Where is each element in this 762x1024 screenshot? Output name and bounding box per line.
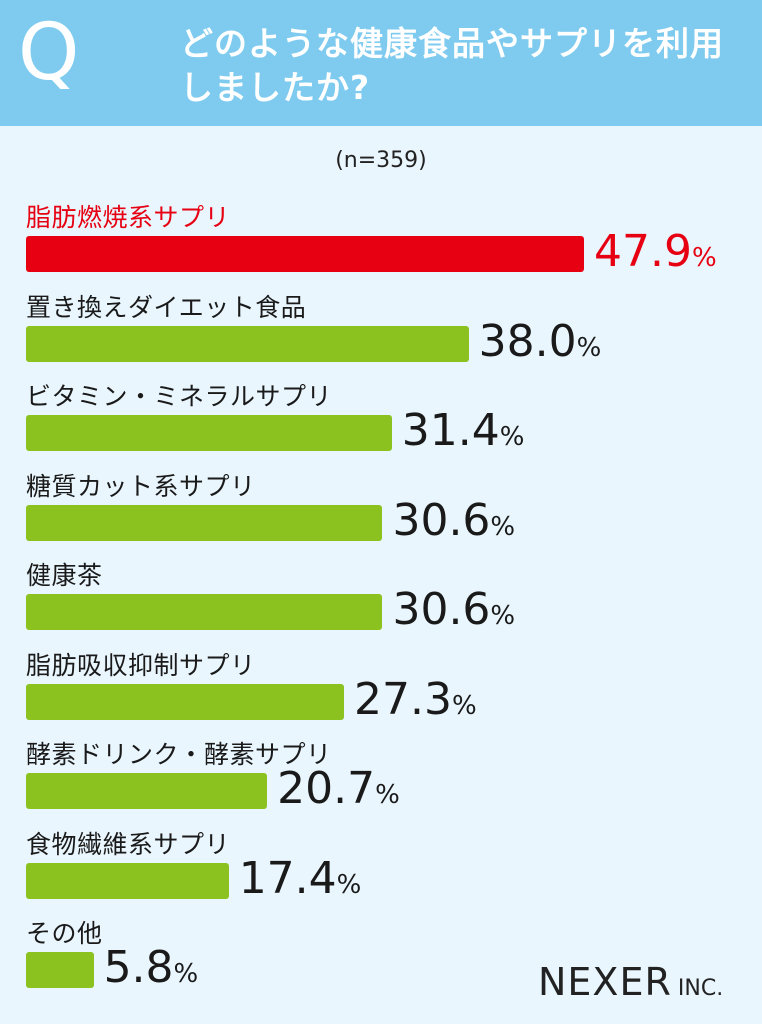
value-unit: % (691, 243, 717, 273)
bar (26, 683, 345, 720)
value-label: 38.0% (479, 319, 602, 364)
value-number: 47.9 (594, 226, 692, 277)
category-label: 脂肪燃焼系サプリ (26, 203, 231, 232)
value-unit: % (576, 332, 602, 363)
category-label: その他 (26, 919, 103, 948)
value-number: 17.4 (238, 852, 337, 904)
value-number: 5.8 (103, 942, 174, 993)
value-label: 31.4% (402, 409, 525, 453)
bar (26, 773, 268, 809)
question-header: Q どのような健康食品やサプリを利用しましたか? (0, 0, 762, 126)
bar (26, 952, 94, 988)
bar (26, 325, 469, 362)
category-label: 置き換えダイエット食品 (26, 292, 307, 322)
value-unit: % (173, 959, 199, 989)
bar (26, 236, 584, 272)
logo-main: NEXER (538, 960, 672, 1004)
value-number: 30.6 (392, 494, 491, 546)
category-label: 食物繊維系サプリ (26, 829, 231, 859)
q-icon: Q (18, 8, 80, 98)
value-unit: % (499, 422, 525, 452)
value-number: 31.4 (401, 405, 500, 456)
value-number: 20.7 (277, 763, 376, 814)
value-unit: % (375, 780, 400, 810)
value-unit: % (336, 869, 362, 900)
bar (26, 504, 383, 541)
bar (26, 862, 229, 899)
value-number: 27.3 (354, 673, 452, 725)
value-number: 30.6 (392, 584, 491, 635)
value-unit: % (490, 511, 516, 542)
value-label: 30.6% (392, 498, 516, 543)
sample-size-label: (n=359) (335, 148, 427, 173)
value-unit: % (490, 601, 516, 631)
value-label: 5.8% (104, 946, 199, 990)
category-label: 脂肪吸収抑制サプリ (26, 650, 256, 680)
bar (26, 594, 383, 630)
value-unit: % (451, 690, 477, 721)
value-label: 47.9% (594, 230, 717, 274)
question-text: どのような健康食品やサプリを利用しましたか? (180, 24, 724, 107)
value-label: 30.6% (392, 588, 515, 632)
category-label: 健康茶 (26, 561, 103, 590)
category-label: ビタミン・ミネラルサプリ (26, 382, 333, 411)
value-label: 20.7% (277, 767, 400, 811)
logo-suffix: INC. (677, 976, 724, 1001)
bar (26, 415, 392, 451)
value-label: 27.3% (354, 677, 477, 722)
category-label: 酵素ドリンク・酵素サプリ (26, 740, 332, 769)
value-label: 17.4% (239, 856, 362, 901)
nexer-logo: NEXER INC. (538, 960, 723, 1004)
value-number: 38.0 (478, 315, 577, 367)
category-label: 糖質カット系サプリ (26, 471, 256, 501)
